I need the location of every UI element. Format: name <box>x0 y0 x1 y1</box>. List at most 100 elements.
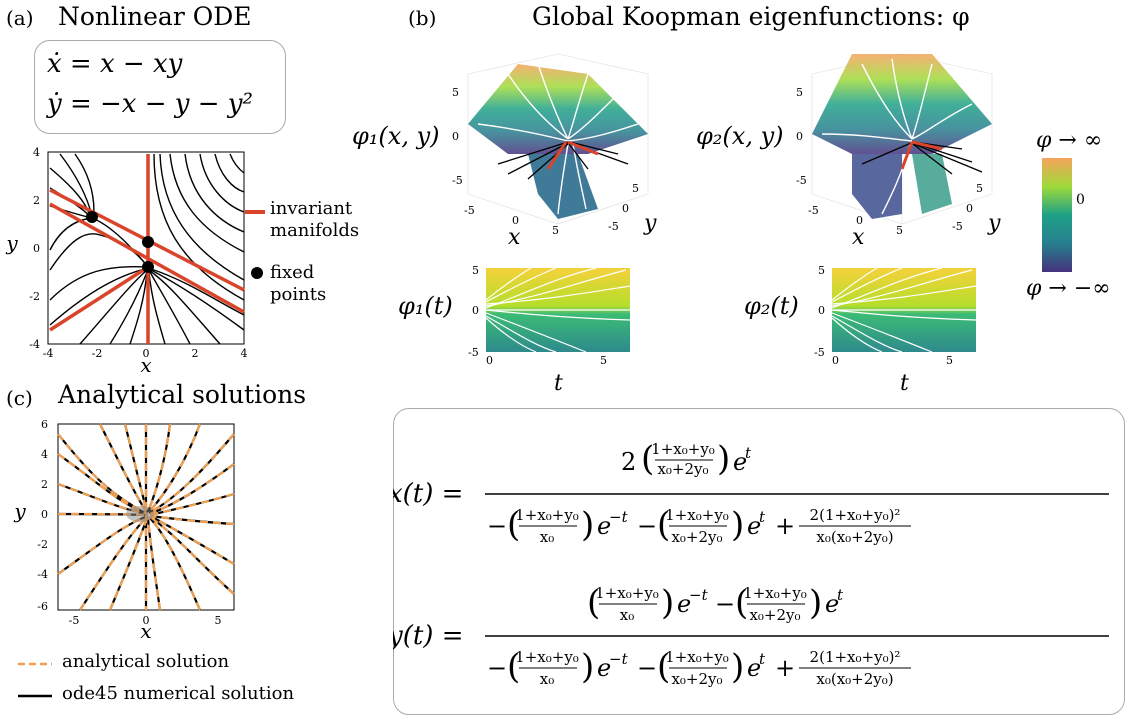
phi1-manifold <box>546 141 568 170</box>
svg-text:5: 5 <box>552 224 559 237</box>
phi2-ticks: 5 0 -5 -5 0 5 5 0 -5 <box>796 86 983 237</box>
panel-a-tag: (a) <box>6 6 34 30</box>
svg-text:+: + <box>775 654 795 682</box>
colorbar-top-label: φ → ∞ <box>1036 128 1103 153</box>
colorbar <box>1042 158 1072 272</box>
phi2-white-trajectories <box>821 58 973 215</box>
phase-portrait-ylabel: y <box>5 231 18 255</box>
phi1-time-ticks: 5 0 -5 0 5 <box>468 264 607 367</box>
phi2-xlabel: x <box>852 225 865 250</box>
svg-text:0: 0 <box>622 202 629 215</box>
svg-text:4: 4 <box>241 347 248 360</box>
svg-text:x₀+2y₀: x₀+2y₀ <box>671 528 722 546</box>
numerical-legend-swatch <box>18 694 52 698</box>
phi1-upper-sheet <box>468 64 648 154</box>
svg-text:x₀: x₀ <box>540 528 554 546</box>
panel-c-title: Analytical solutions <box>58 380 307 409</box>
svg-text:(: ( <box>507 647 520 687</box>
svg-text:-5: -5 <box>952 220 963 233</box>
svg-text:5: 5 <box>818 264 825 277</box>
svg-text:2(1+x₀+y₀)²: 2(1+x₀+y₀)² <box>810 506 901 524</box>
analytical-plot-ticks: 6 4 2 0 -2 -4 -6 -5 0 5 <box>37 418 221 627</box>
panel-b-tag: (b) <box>408 6 437 30</box>
panel-a-title: Nonlinear ODE <box>58 2 252 31</box>
svg-text:−: − <box>487 654 507 682</box>
phi1-manifold-2 <box>567 140 599 156</box>
panel-b-title: Global Koopman eigenfunctions: φ <box>532 2 970 31</box>
svg-text:): ) <box>809 583 822 623</box>
svg-text:0: 0 <box>452 130 459 143</box>
svg-text:5: 5 <box>946 354 953 367</box>
svg-text:e: e <box>825 590 839 618</box>
phi2-lower-sheet-2 <box>912 154 952 214</box>
svg-text:-2: -2 <box>92 347 103 360</box>
svg-text:0: 0 <box>143 347 150 360</box>
svg-text:(: ( <box>657 505 670 545</box>
svg-text:): ) <box>717 439 730 479</box>
svg-text:): ) <box>661 583 674 623</box>
phi1-time-xlabel: t <box>554 371 563 394</box>
svg-text:1+x₀+y₀: 1+x₀+y₀ <box>595 584 659 602</box>
x-equation-lhs: x(t) = <box>393 479 463 509</box>
x-equation-numerator: 2 ( 1+x₀+y₀ x₀+2y₀ ) e t <box>621 439 752 479</box>
fixed-point-markers <box>86 211 154 273</box>
phase-portrait-ticks: -4 -2 0 2 4 4 2 0 -2 -4 <box>29 146 247 360</box>
legend-manifold-line2: manifolds <box>270 220 360 241</box>
phi2-time-xlabel: t <box>900 371 909 394</box>
phase-portrait-trajectories <box>49 153 245 345</box>
svg-text:(: ( <box>587 583 600 623</box>
svg-text:-5: -5 <box>796 174 807 187</box>
phase-portrait-plot: -4 -2 0 2 4 4 2 0 -2 -4 x y <box>5 146 247 375</box>
analytical-solution-equations: x(t) = 2 ( 1+x₀+y₀ x₀+2y₀ ) e t − ( 1+x₀… <box>393 439 1109 688</box>
svg-text:0: 0 <box>33 242 40 255</box>
svg-text:-5: -5 <box>468 346 479 359</box>
svg-text:): ) <box>581 647 594 687</box>
svg-text:x₀(x₀+2y₀): x₀(x₀+2y₀) <box>816 528 893 546</box>
svg-text:x₀+2y₀: x₀+2y₀ <box>671 670 722 688</box>
legend-fixed-line2: points <box>270 284 327 305</box>
phi2-upper-sheet <box>812 54 992 154</box>
phi2-time-ticks: 5 0 -5 0 5 <box>814 264 953 367</box>
svg-text:5: 5 <box>976 182 983 195</box>
svg-text:5: 5 <box>600 354 607 367</box>
svg-text:0: 0 <box>472 304 479 317</box>
analytical-solution-box <box>393 408 1125 715</box>
phase-portrait-xlabel: x <box>140 353 151 375</box>
legend-fixed-line1: fixed <box>270 262 315 283</box>
svg-text:-6: -6 <box>37 600 48 613</box>
analytical-legend-swatch <box>18 662 52 666</box>
ode-equation-box: ẋ = x − xy ẏ = −x − y − y² <box>34 40 286 134</box>
svg-text:1+x₀+y₀: 1+x₀+y₀ <box>665 648 729 666</box>
svg-text:x₀+2y₀: x₀+2y₀ <box>749 606 800 624</box>
colorbar-bottom-label: φ → −∞ <box>1026 276 1111 301</box>
analytical-solution-plot: 6 4 2 0 -2 -4 -6 -5 0 5 x y <box>13 418 235 640</box>
svg-text:4: 4 <box>33 146 40 159</box>
svg-text:(: ( <box>507 505 520 545</box>
phi2-manifold-2 <box>911 140 943 151</box>
phi2-time-label: φ₂(t) <box>744 292 799 320</box>
svg-text:-4: -4 <box>43 347 54 360</box>
panel-c-tag: (c) <box>6 386 33 410</box>
svg-text:-5: -5 <box>814 346 825 359</box>
svg-text:5: 5 <box>632 182 639 195</box>
svg-text:0: 0 <box>832 354 839 367</box>
svg-text:−: − <box>715 590 735 618</box>
svg-text:x₀: x₀ <box>620 606 634 624</box>
ode-equation-2: ẏ = −x − y − y² <box>47 89 253 119</box>
analytical-center-cluster <box>126 506 154 522</box>
svg-text:(: ( <box>641 439 654 479</box>
legend-analytical: analytical solution <box>62 651 230 672</box>
phi2-time-plot: 5 0 -5 0 5 t <box>814 264 977 394</box>
fixed-point-legend-marker <box>251 267 263 279</box>
phi2-time-curves <box>831 267 977 353</box>
svg-text:e: e <box>677 590 691 618</box>
svg-text:1+x₀+y₀: 1+x₀+y₀ <box>665 506 729 524</box>
svg-text:t: t <box>745 444 752 462</box>
svg-text:-2: -2 <box>37 538 48 551</box>
svg-text:t: t <box>759 508 766 526</box>
phi1-lower-sheet <box>528 154 598 219</box>
svg-text:(: ( <box>735 583 748 623</box>
svg-text:2: 2 <box>621 448 636 476</box>
phi1-white-trajectories <box>477 63 639 215</box>
svg-text:1+x₀+y₀: 1+x₀+y₀ <box>743 584 807 602</box>
